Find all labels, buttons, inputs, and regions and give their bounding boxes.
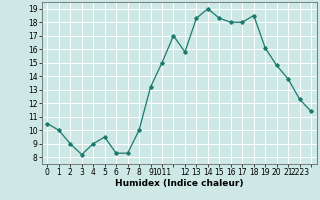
X-axis label: Humidex (Indice chaleur): Humidex (Indice chaleur) (115, 179, 244, 188)
